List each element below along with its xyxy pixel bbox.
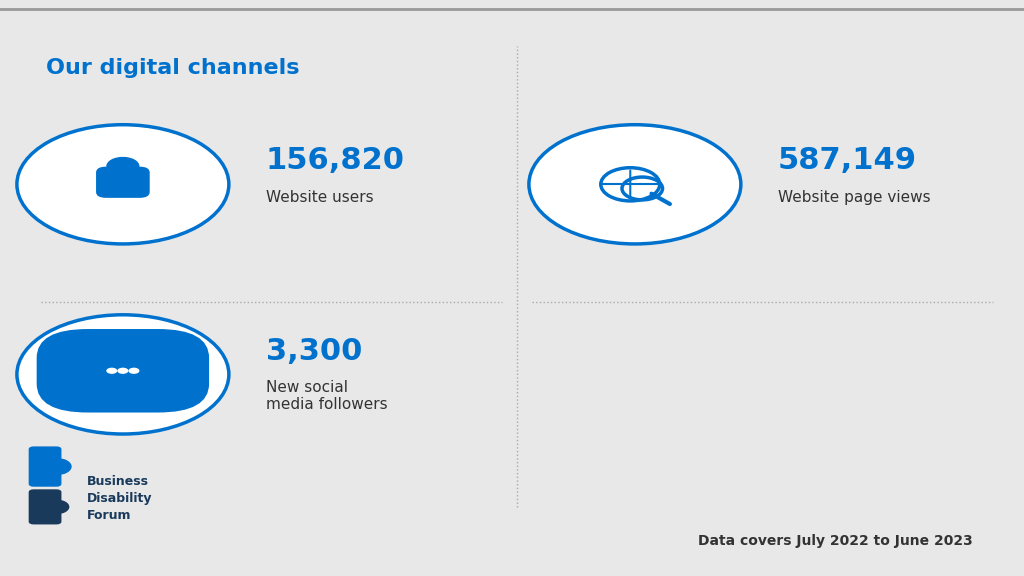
Circle shape xyxy=(528,125,741,244)
Text: Business
Disability
Forum: Business Disability Forum xyxy=(87,475,153,522)
Circle shape xyxy=(106,367,118,374)
Circle shape xyxy=(16,125,228,244)
Circle shape xyxy=(41,458,72,475)
FancyBboxPatch shape xyxy=(37,329,209,412)
Text: Data covers July 2022 to June 2023: Data covers July 2022 to June 2023 xyxy=(698,535,973,548)
Text: Website users: Website users xyxy=(265,190,374,204)
Text: 156,820: 156,820 xyxy=(265,146,404,176)
Circle shape xyxy=(128,367,139,374)
Circle shape xyxy=(106,157,139,176)
Text: Our digital channels: Our digital channels xyxy=(46,58,300,78)
Polygon shape xyxy=(97,381,118,394)
FancyBboxPatch shape xyxy=(29,489,61,524)
Text: 587,149: 587,149 xyxy=(778,146,916,176)
Text: 3,300: 3,300 xyxy=(265,336,362,366)
FancyBboxPatch shape xyxy=(96,166,150,198)
Circle shape xyxy=(118,367,128,374)
Text: Website page views: Website page views xyxy=(778,190,931,204)
Circle shape xyxy=(16,314,228,434)
FancyBboxPatch shape xyxy=(29,446,61,487)
Circle shape xyxy=(43,499,70,514)
Text: New social
media followers: New social media followers xyxy=(265,380,387,412)
